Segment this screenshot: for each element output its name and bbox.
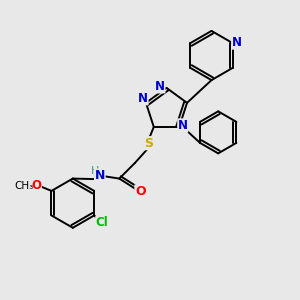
Text: Cl: Cl [96, 217, 109, 230]
Text: O: O [31, 179, 41, 192]
Text: CH₃: CH₃ [14, 181, 33, 191]
Text: H: H [91, 166, 99, 176]
Text: N: N [155, 80, 165, 93]
Text: O: O [135, 185, 146, 198]
Text: N: N [138, 92, 148, 105]
Text: S: S [144, 137, 153, 150]
Text: N: N [94, 169, 105, 182]
Text: N: N [232, 36, 242, 49]
Text: N: N [178, 119, 188, 132]
